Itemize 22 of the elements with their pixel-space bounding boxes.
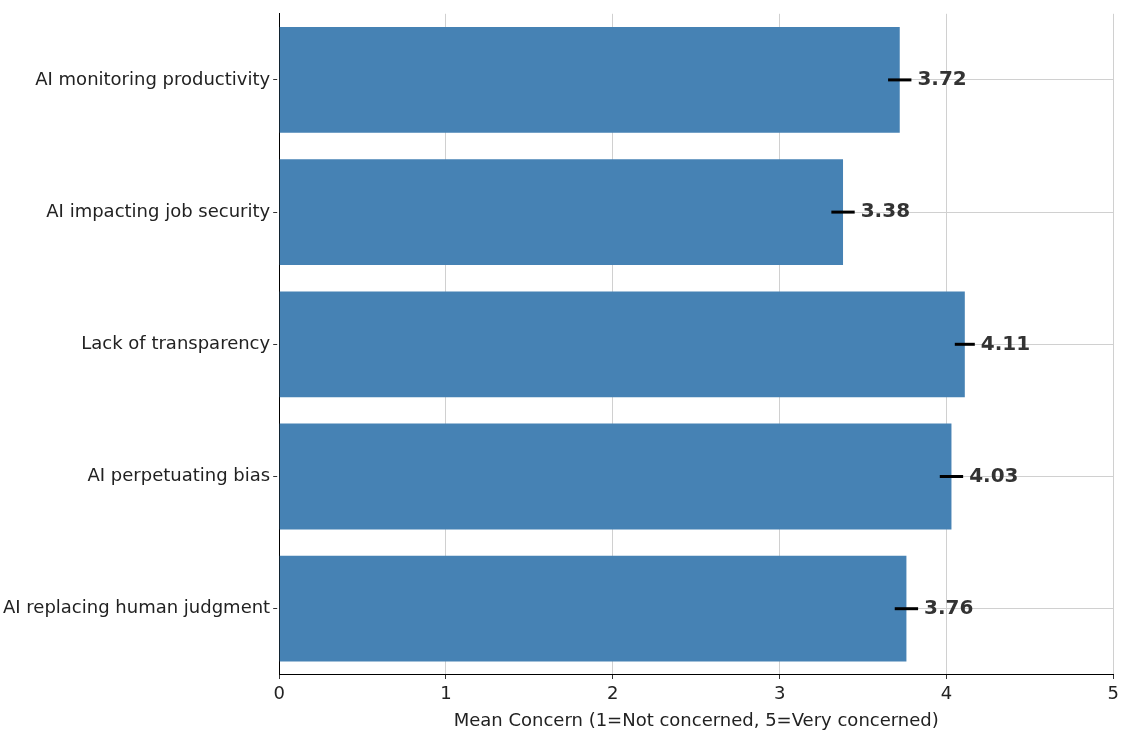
bar — [279, 27, 900, 133]
data-label: 3.72 — [917, 66, 967, 91]
y-tick-label: AI perpetuating bias — [87, 464, 271, 486]
bar — [279, 423, 952, 530]
y-tick-label: AI replacing human judgment — [2, 596, 271, 618]
x-tick-label: 4 — [940, 682, 953, 704]
y-tick-label: AI impacting job security — [46, 199, 271, 221]
x-axis-title: Mean Concern (1=Not concerned, 5=Very concerned) — [453, 708, 939, 730]
x-tick-label: 5 — [1107, 682, 1119, 704]
y-tick-label: AI monitoring productivity — [35, 67, 271, 89]
x-tick-label: 3 — [773, 682, 786, 704]
data-label: 4.11 — [980, 330, 1031, 355]
data-label: 3.76 — [924, 594, 974, 619]
data-label: 3.38 — [860, 198, 911, 223]
x-tick-label: 1 — [440, 682, 452, 704]
bar — [279, 159, 844, 265]
bar — [279, 555, 907, 662]
y-tick-label: Lack of transparency — [81, 331, 271, 353]
bar — [279, 291, 965, 398]
data-label: 4.03 — [969, 462, 1019, 487]
x-tick-label: 2 — [607, 682, 619, 704]
x-tick-label: 0 — [273, 682, 285, 704]
